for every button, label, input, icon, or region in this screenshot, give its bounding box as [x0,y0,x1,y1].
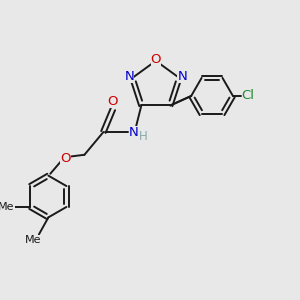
Text: N: N [125,70,134,83]
Text: N: N [129,125,139,139]
Text: N: N [177,70,187,83]
Text: H: H [139,130,148,143]
Text: O: O [60,152,71,165]
Text: O: O [151,53,161,66]
Text: O: O [108,95,118,108]
Text: Me: Me [25,235,41,245]
Text: Cl: Cl [242,89,255,103]
Text: Me: Me [0,202,14,212]
